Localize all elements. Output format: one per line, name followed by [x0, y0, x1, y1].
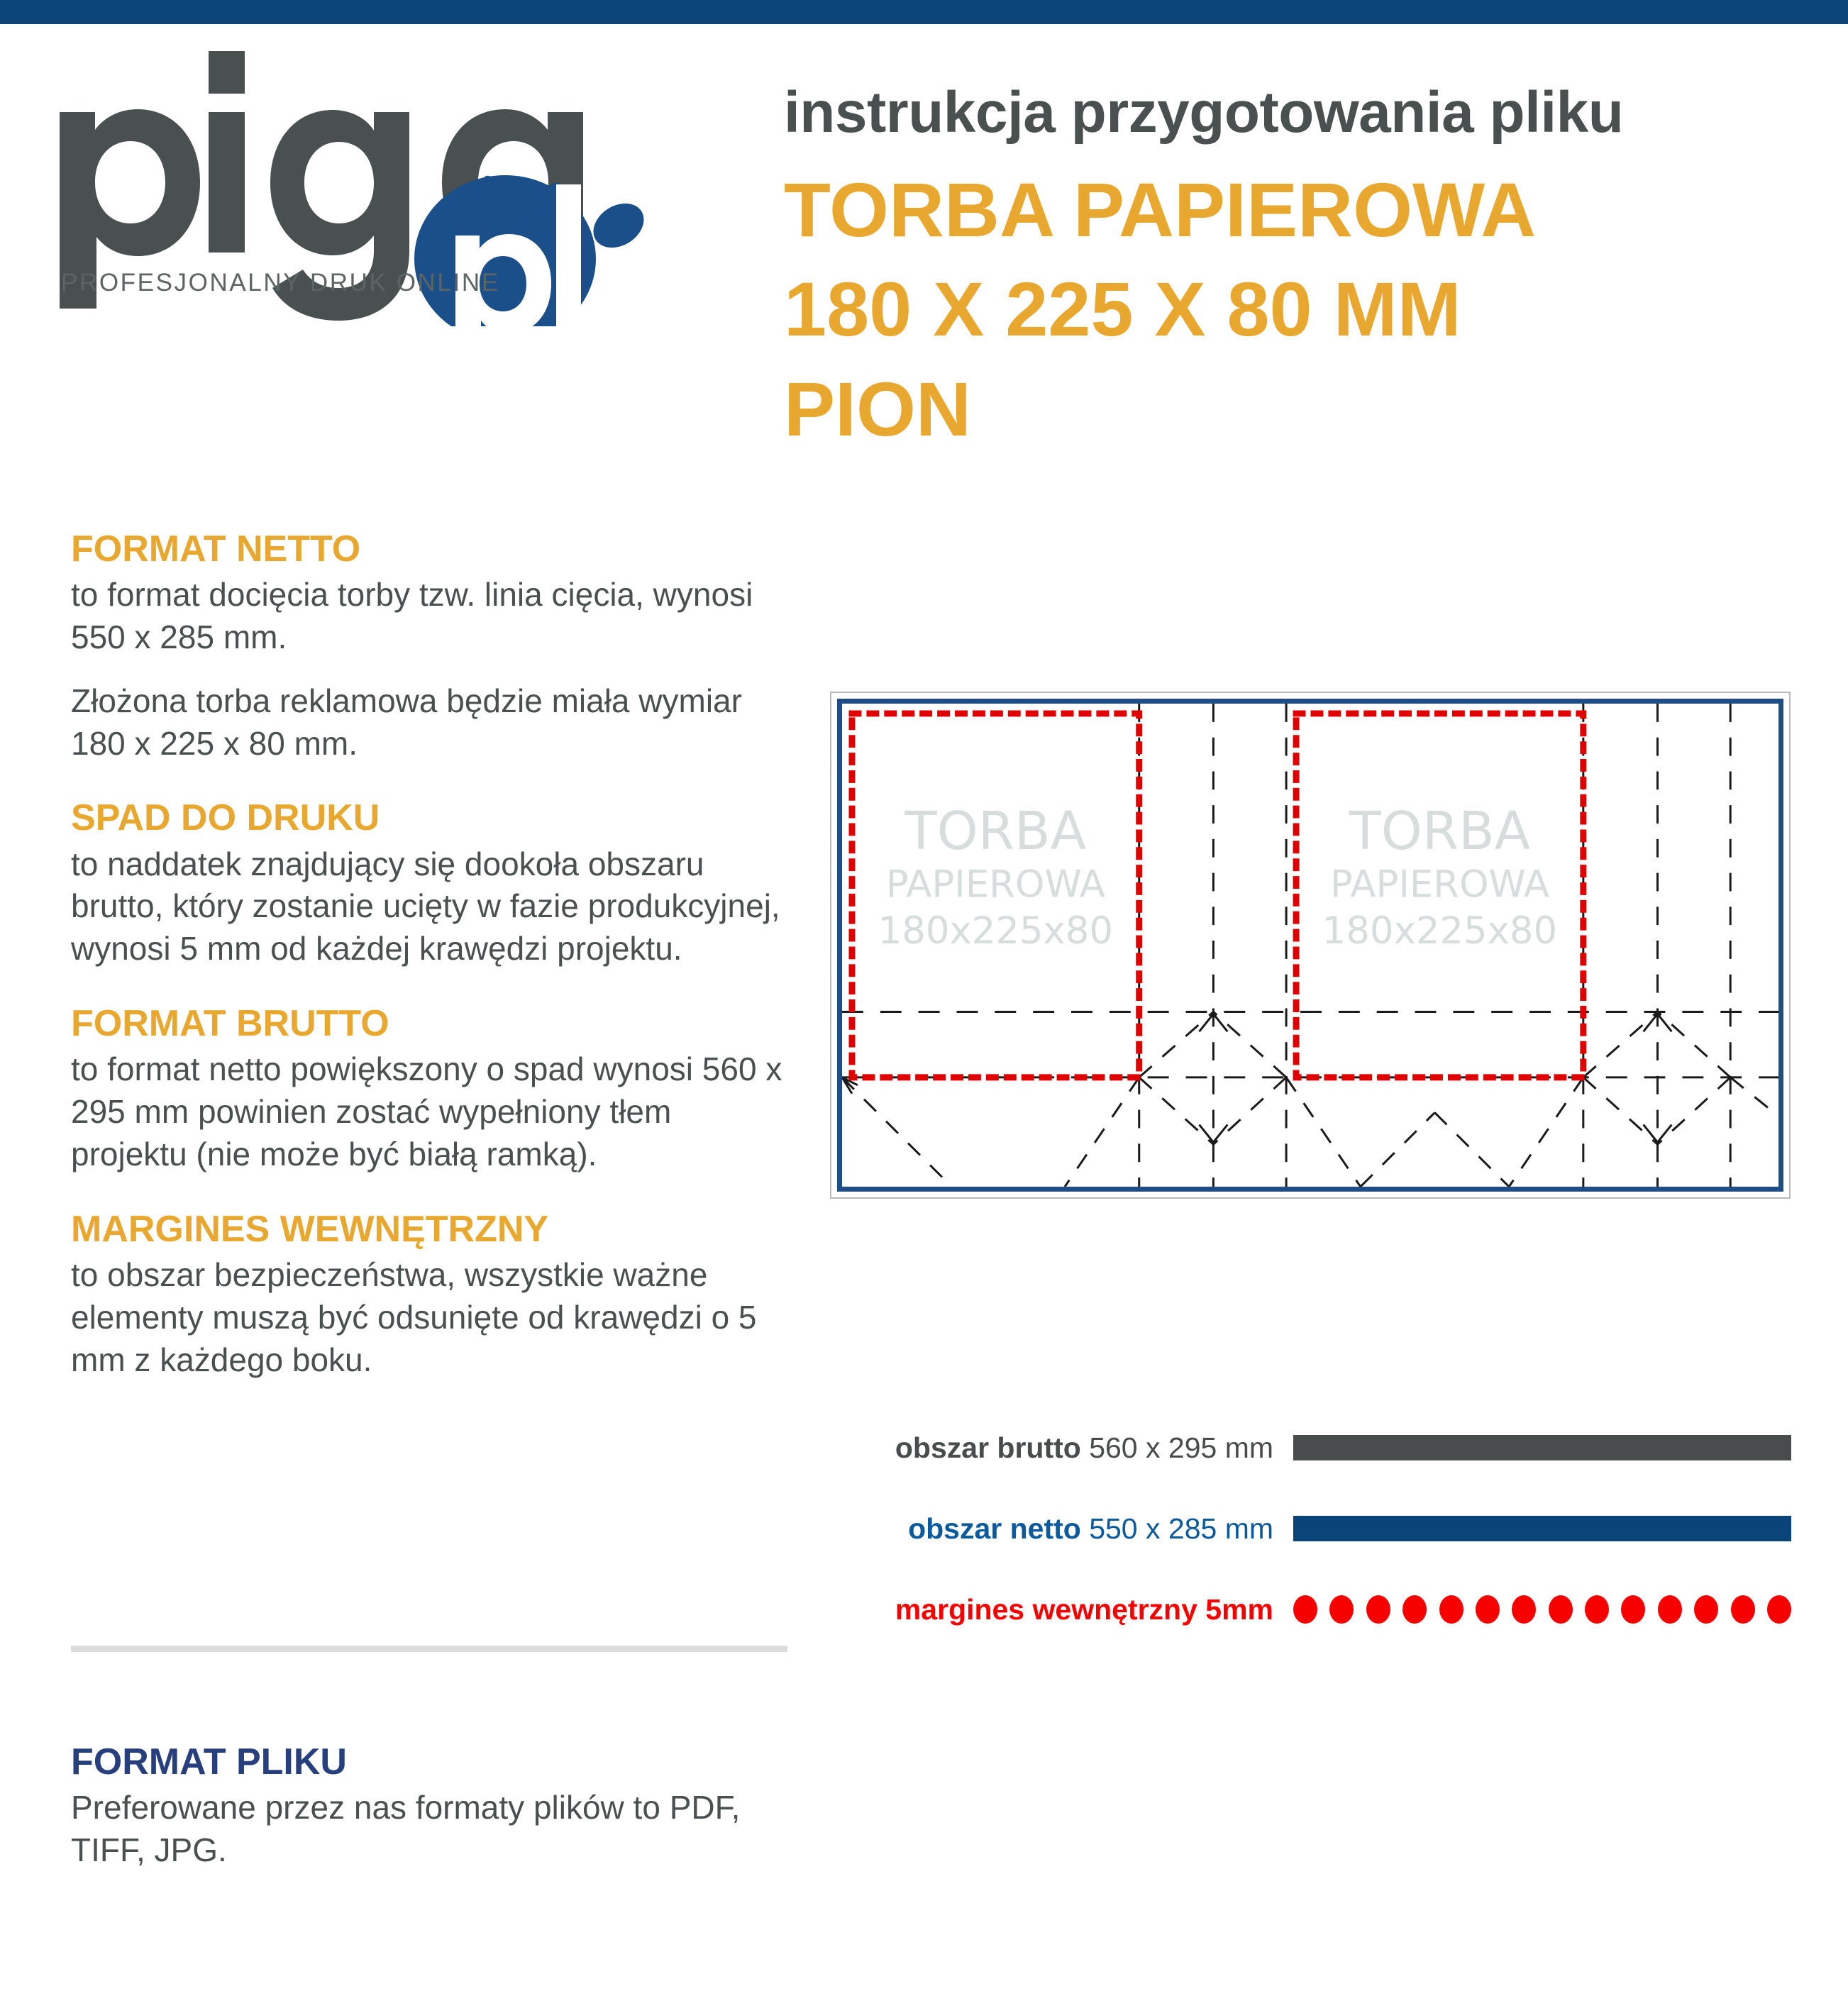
- ghost-label-1-line2: PAPIEROWA: [886, 863, 1105, 906]
- legend-dot: [1475, 1595, 1500, 1624]
- dieline-svg: TORBA PAPIEROWA 180x225x80 TORBA PAPIERO…: [842, 704, 1778, 1187]
- legend-label-netto: obszar netto 550 x 285 mm: [890, 1514, 1293, 1543]
- section-margines-wewnetrzny: MARGINES WEWNĘTRZNY to obszar bezpieczeń…: [71, 1209, 795, 1382]
- section-format-brutto: FORMAT BRUTTO to format netto powiększon…: [71, 1003, 795, 1176]
- legend-dot: [1766, 1595, 1791, 1624]
- gusset-diagonals-left: [1063, 1011, 1362, 1187]
- legend-dot: [1657, 1595, 1682, 1624]
- ghost-label-2-line2: PAPIEROWA: [1330, 863, 1549, 906]
- section-heading: SPAD DO DRUKU: [71, 797, 380, 839]
- section-spad-do-druku: SPAD DO DRUKU to naddatek znajdujący się…: [71, 797, 795, 970]
- header-kicker: instrukcja przygotowania pliku: [784, 80, 1624, 145]
- logo-tagline-text: PROFESJONALNY DRUK ONLINE: [61, 269, 500, 296]
- piga-pl-logo: PROFESJONALNY DRUK ONLINE: [51, 43, 704, 326]
- section-paragraph: to format netto powiększony o spad wynos…: [71, 1050, 782, 1172]
- legend-row-netto: obszar netto 550 x 285 mm: [890, 1503, 1791, 1554]
- legend-swatch-margines: [1293, 1595, 1791, 1624]
- legend-dot: [1366, 1595, 1390, 1624]
- legend-dot: [1621, 1595, 1646, 1624]
- legend-row-brutto: obszar brutto 560 x 295 mm: [890, 1422, 1791, 1473]
- info-sections: FORMAT NETTO to format docięcia torby tz…: [71, 528, 795, 1414]
- legend-label-brutto-bold: obszar brutto: [895, 1431, 1081, 1464]
- section-format-pliku: FORMAT PLIKU Preferowane przez nas forma…: [71, 1741, 809, 1872]
- section-body: to format netto powiększony o spad wynos…: [71, 1048, 795, 1175]
- legend-label-brutto-rest: 560 x 295 mm: [1080, 1431, 1273, 1464]
- legend-dot: [1439, 1595, 1464, 1624]
- legend-dot: [1585, 1595, 1609, 1624]
- fold-arrow-heads: [842, 1012, 1673, 1144]
- ghost-label-1-line1: TORBA: [904, 802, 1086, 862]
- legend-swatch-netto: [1293, 1516, 1791, 1541]
- page-title: TORBA PAPIEROWA 180 X 225 X 80 MM PION: [784, 160, 1820, 459]
- ghost-labels: TORBA PAPIEROWA 180x225x80 TORBA PAPIERO…: [878, 802, 1558, 953]
- legend-dot: [1293, 1595, 1317, 1624]
- section-body: to obszar bezpieczeństwa, wszystkie ważn…: [71, 1254, 795, 1381]
- section-heading: FORMAT PLIKU: [71, 1741, 347, 1782]
- legend-label-margines-bold: margines wewnętrzny 5mm: [895, 1592, 1273, 1626]
- section-body: to format docięcia torby tzw. linia cięc…: [71, 574, 795, 765]
- bag-dieline-diagram: TORBA PAPIEROWA 180x225x80 TORBA PAPIERO…: [830, 692, 1791, 1199]
- ghost-label-1-line3: 180x225x80: [878, 909, 1113, 953]
- section-paragraph: Preferowane przez nas formaty plików to …: [71, 1789, 741, 1869]
- diagram-net-area-border: TORBA PAPIEROWA 180x225x80 TORBA PAPIERO…: [837, 699, 1783, 1192]
- header-block: instrukcja przygotowania pliku TORBA PAP…: [784, 84, 1820, 459]
- section-paragraph: to obszar bezpieczeństwa, wszystkie ważn…: [71, 1255, 757, 1378]
- section-body: Preferowane przez nas formaty plików to …: [71, 1787, 809, 1872]
- page-title-line-1: TORBA PAPIEROWA: [784, 167, 1537, 253]
- ghost-label-2-line1: TORBA: [1349, 802, 1530, 862]
- legend-dot: [1694, 1595, 1719, 1624]
- ghost-label-2-line3: 180x225x80: [1322, 909, 1557, 953]
- section-divider: [71, 1646, 787, 1652]
- section-paragraph: to naddatek znajdujący się dookoła obsza…: [71, 845, 780, 967]
- legend-dot: [1512, 1595, 1537, 1624]
- legend-swatch-brutto: [1293, 1435, 1791, 1460]
- section-format-netto: FORMAT NETTO to format docięcia torby tz…: [71, 528, 795, 765]
- legend-dot: [1329, 1595, 1354, 1624]
- section-heading: MARGINES WEWNĘTRZNY: [71, 1208, 549, 1250]
- legend-dot: [1402, 1595, 1427, 1624]
- section-body: to naddatek znajdujący się dookoła obsza…: [71, 843, 795, 970]
- legend-label-netto-bold: obszar netto: [908, 1512, 1081, 1545]
- section-paragraph: Złożona torba reklamowa będzie miała wym…: [71, 682, 742, 762]
- legend-dot: [1548, 1595, 1573, 1624]
- outer-diagonals: [842, 1076, 1510, 1187]
- page-title-line-2: 180 X 225 X 80 MM: [784, 266, 1461, 353]
- inner-margin-boxes: [848, 710, 1587, 1081]
- legend: obszar brutto 560 x 295 mm obszar netto …: [890, 1422, 1791, 1635]
- horizontal-fold-lines: [842, 1010, 1778, 1079]
- section-heading: FORMAT BRUTTO: [71, 1003, 389, 1045]
- section-paragraph: to format docięcia torby tzw. linia cięc…: [71, 576, 753, 656]
- legend-row-margines: margines wewnętrzny 5mm: [890, 1584, 1791, 1635]
- legend-dot: [1730, 1595, 1755, 1624]
- legend-label-netto-rest: 550 x 285 mm: [1080, 1512, 1273, 1545]
- legend-label-brutto: obszar brutto 560 x 295 mm: [890, 1431, 1293, 1464]
- page-title-line-3: PION: [784, 365, 972, 452]
- top-accent-bar: [0, 0, 1848, 24]
- legend-label-margines: margines wewnętrzny 5mm: [890, 1595, 1293, 1624]
- section-heading: FORMAT NETTO: [71, 528, 361, 570]
- gusset-diagonals-right: [1507, 1011, 1778, 1187]
- logo-pl-text: [455, 184, 581, 326]
